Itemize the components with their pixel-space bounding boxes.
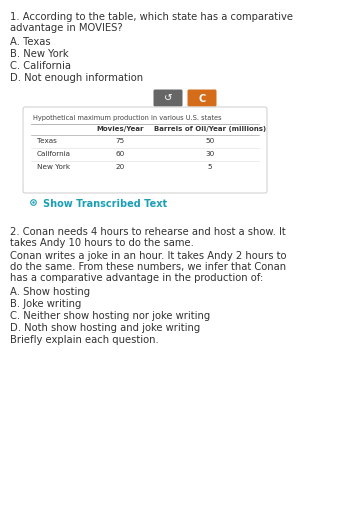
Text: 5: 5: [208, 164, 212, 170]
Text: 30: 30: [205, 151, 215, 157]
Text: 60: 60: [116, 151, 125, 157]
Text: Show Transcribed Text: Show Transcribed Text: [43, 199, 167, 209]
Text: Texas: Texas: [37, 138, 57, 144]
Text: 75: 75: [116, 138, 125, 144]
Text: New York: New York: [37, 164, 70, 170]
Text: D. Noth show hosting and joke writing: D. Noth show hosting and joke writing: [10, 323, 200, 333]
Text: 2. Conan needs 4 hours to rehearse and host a show. It: 2. Conan needs 4 hours to rehearse and h…: [10, 227, 286, 237]
FancyBboxPatch shape: [188, 89, 217, 106]
Text: has a comparative advantage in the production of:: has a comparative advantage in the produ…: [10, 273, 263, 283]
Text: B. Joke writing: B. Joke writing: [10, 299, 81, 309]
Text: Briefly explain each question.: Briefly explain each question.: [10, 335, 159, 345]
Text: A. Show hosting: A. Show hosting: [10, 287, 90, 297]
Text: Hypothetical maximum production in various U.S. states: Hypothetical maximum production in vario…: [33, 115, 222, 121]
Text: Barrels of Oil/Year (millions): Barrels of Oil/Year (millions): [154, 126, 266, 132]
Text: California: California: [37, 151, 71, 157]
Text: 50: 50: [205, 138, 215, 144]
Text: 1. According to the table, which state has a comparative: 1. According to the table, which state h…: [10, 12, 293, 22]
Text: C. Neither show hosting nor joke writing: C. Neither show hosting nor joke writing: [10, 311, 210, 321]
Text: ↺: ↺: [164, 94, 172, 104]
Text: D. Not enough information: D. Not enough information: [10, 73, 143, 83]
Text: 20: 20: [116, 164, 125, 170]
Text: B. New York: B. New York: [10, 49, 69, 59]
Text: do the same. From these numbers, we infer that Conan: do the same. From these numbers, we infe…: [10, 262, 286, 272]
Text: C. California: C. California: [10, 61, 71, 71]
FancyBboxPatch shape: [23, 107, 267, 193]
Text: C: C: [198, 94, 206, 104]
Text: Movies/Year: Movies/Year: [96, 126, 144, 132]
FancyBboxPatch shape: [154, 89, 182, 106]
Text: takes Andy 10 hours to do the same.: takes Andy 10 hours to do the same.: [10, 238, 194, 248]
Text: advantage in MOVIES?: advantage in MOVIES?: [10, 23, 122, 33]
Text: Conan writes a joke in an hour. It takes Andy 2 hours to: Conan writes a joke in an hour. It takes…: [10, 251, 287, 261]
Text: A. Texas: A. Texas: [10, 37, 51, 47]
